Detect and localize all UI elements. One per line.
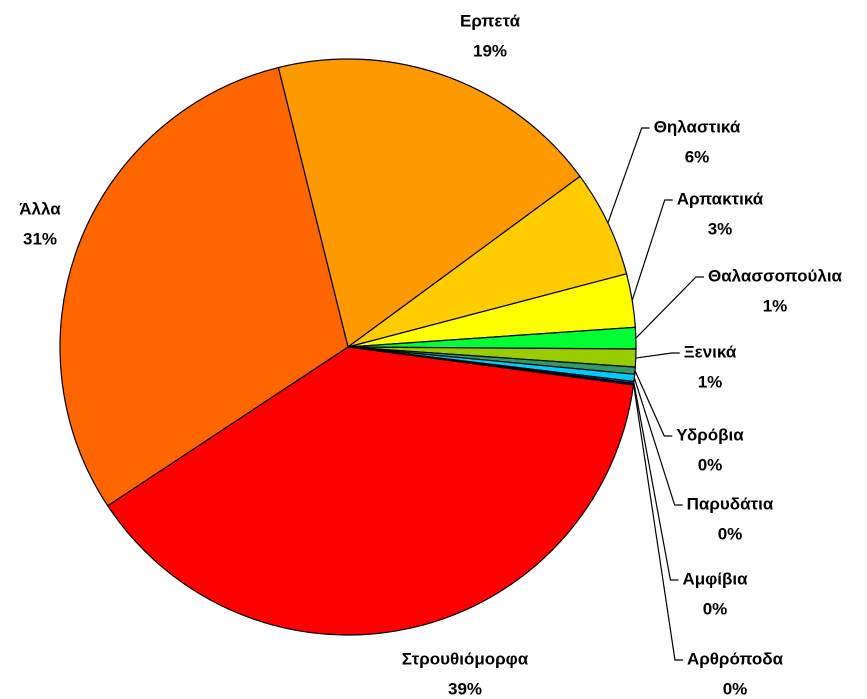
slice-label: Θηλαστικά — [654, 117, 741, 136]
slice-value-label: 1% — [763, 296, 788, 315]
leader-line — [633, 377, 683, 506]
slice-value-label: 0% — [698, 455, 723, 474]
slice-label: Στρουθιόμορφα — [402, 649, 529, 668]
slice-label: Υδρόβια — [676, 425, 744, 444]
leader-line — [607, 127, 650, 224]
leader-line — [631, 199, 673, 301]
slice-label: Αμφίβια — [682, 569, 748, 588]
leader-line — [634, 370, 673, 437]
slice-value-label: 0% — [723, 679, 748, 698]
leader-line — [635, 352, 680, 359]
pie-slice — [277, 58, 581, 349]
slice-label: Αρπακτικά — [677, 189, 764, 208]
slice-label: Αρθρόποδα — [687, 649, 784, 668]
slice-label: Ερπετά — [460, 11, 521, 30]
leader-line — [633, 382, 679, 581]
slice-label: Ξενικά — [684, 342, 737, 361]
pie-slice — [59, 66, 349, 507]
leader-line — [635, 276, 704, 339]
slice-value-label: 0% — [718, 524, 743, 543]
slice-label: Παρυδάτια — [687, 494, 774, 513]
slice-value-label: 31% — [23, 229, 57, 248]
slice-value-label: 1% — [698, 372, 723, 391]
slice-label: Θαλασσοπούλια — [708, 266, 843, 285]
slice-value-label: 19% — [473, 41, 507, 60]
slice-value-label: 3% — [708, 219, 733, 238]
slice-label: Άλλα — [19, 199, 61, 218]
slice-value-label: 6% — [685, 147, 710, 166]
slice-value-label: 39% — [448, 679, 482, 698]
slice-value-label: 0% — [703, 599, 728, 618]
leader-line — [632, 384, 683, 661]
